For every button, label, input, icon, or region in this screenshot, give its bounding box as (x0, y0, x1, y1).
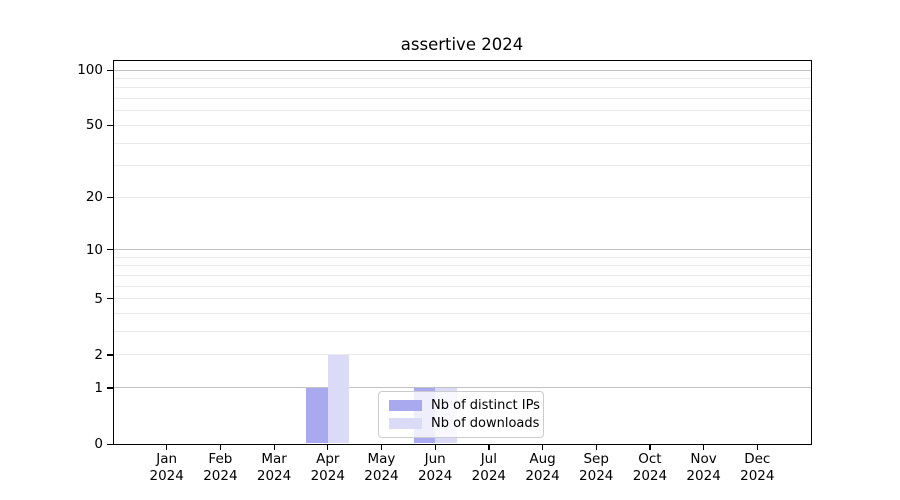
x-axis-tick-label: May 2024 (364, 451, 399, 484)
y-axis-tick (107, 124, 113, 127)
gridline-minor (114, 285, 811, 287)
x-axis-tick (703, 445, 705, 450)
y-axis-tick-label: 0 (94, 436, 103, 452)
x-axis-tick-label: Jan 2024 (149, 451, 184, 484)
y-axis-tick-label: 100 (77, 62, 103, 78)
gridline-minor (114, 265, 811, 267)
gridline-minor (114, 87, 811, 89)
y-axis-tick-label: 2 (94, 346, 103, 363)
x-axis-tick (649, 445, 651, 450)
gridline-minor (114, 313, 811, 315)
x-axis-tick-label: Oct 2024 (632, 451, 668, 484)
gridline-minor (114, 256, 811, 258)
legend-label: Nb of downloads (431, 416, 540, 431)
x-axis-tick (595, 445, 597, 450)
y-axis-tick (107, 443, 113, 445)
gridline-major (114, 69, 811, 71)
y-axis-tick (107, 69, 113, 71)
legend-label: Nb of distinct IPs (431, 398, 540, 413)
x-axis-tick-label: Jun 2024 (417, 451, 453, 484)
gridline-minor (114, 196, 811, 198)
legend: Nb of distinct IPs Nb of downloads (378, 391, 544, 438)
legend-swatch-downloads-icon (389, 418, 422, 429)
gridline-minor (114, 142, 811, 144)
y-axis-tick (107, 354, 113, 356)
y-axis-tick-label: 10 (85, 241, 103, 258)
y-axis-tick (107, 196, 113, 198)
x-axis-tick-label: Dec 2024 (740, 451, 775, 484)
gridline-minor (114, 298, 811, 300)
x-axis-tick-label: Feb 2024 (203, 451, 238, 484)
y-axis-tick-label: 20 (85, 189, 103, 206)
gridline-minor (114, 274, 811, 276)
x-axis-tick-label: Apr 2024 (310, 451, 345, 484)
gridline-minor (114, 98, 811, 100)
legend-swatch-distinct-ips-icon (389, 400, 422, 411)
y-axis-tick (107, 387, 113, 389)
gridline-minor (114, 124, 811, 126)
x-axis-tick (434, 445, 436, 450)
legend-item-downloads: Nb of downloads (389, 415, 539, 432)
gridline-minor (114, 165, 811, 167)
gridline-major (114, 249, 811, 251)
gridline-minor (114, 331, 811, 333)
x-axis-tick-label: Jul 2024 (471, 451, 507, 484)
x-axis-tick (327, 445, 329, 450)
x-axis-tick-label: Mar 2024 (256, 451, 292, 484)
x-axis-tick (166, 445, 168, 450)
y-axis-tick-label: 1 (94, 379, 103, 396)
y-axis-tick (107, 298, 113, 300)
plot-area (113, 60, 812, 445)
x-axis-tick (488, 445, 490, 450)
x-axis-tick (219, 445, 222, 450)
x-axis-tick (542, 445, 544, 450)
x-axis-tick (756, 445, 758, 450)
x-axis-tick-label: Aug 2024 (525, 451, 560, 484)
gridline-minor (114, 354, 811, 356)
y-axis-tick-label: 5 (94, 290, 103, 307)
gridline-minor (114, 77, 811, 79)
bar-downloads-apr (327, 354, 350, 443)
bar-distinct-ips-apr (306, 387, 328, 443)
legend-item-distinct-ips: Nb of distinct IPs (389, 397, 540, 414)
x-axis-tick (273, 445, 275, 450)
x-axis-tick-label: Nov 2024 (686, 451, 721, 484)
gridline-major (114, 387, 811, 389)
gridline-minor (114, 110, 811, 112)
chart-title: assertive 2024 (400, 35, 524, 54)
x-axis-tick-label: Sep 2024 (579, 451, 614, 484)
y-axis-tick-label: 50 (85, 117, 103, 134)
x-axis-tick (380, 445, 383, 450)
y-axis-tick (107, 249, 113, 251)
